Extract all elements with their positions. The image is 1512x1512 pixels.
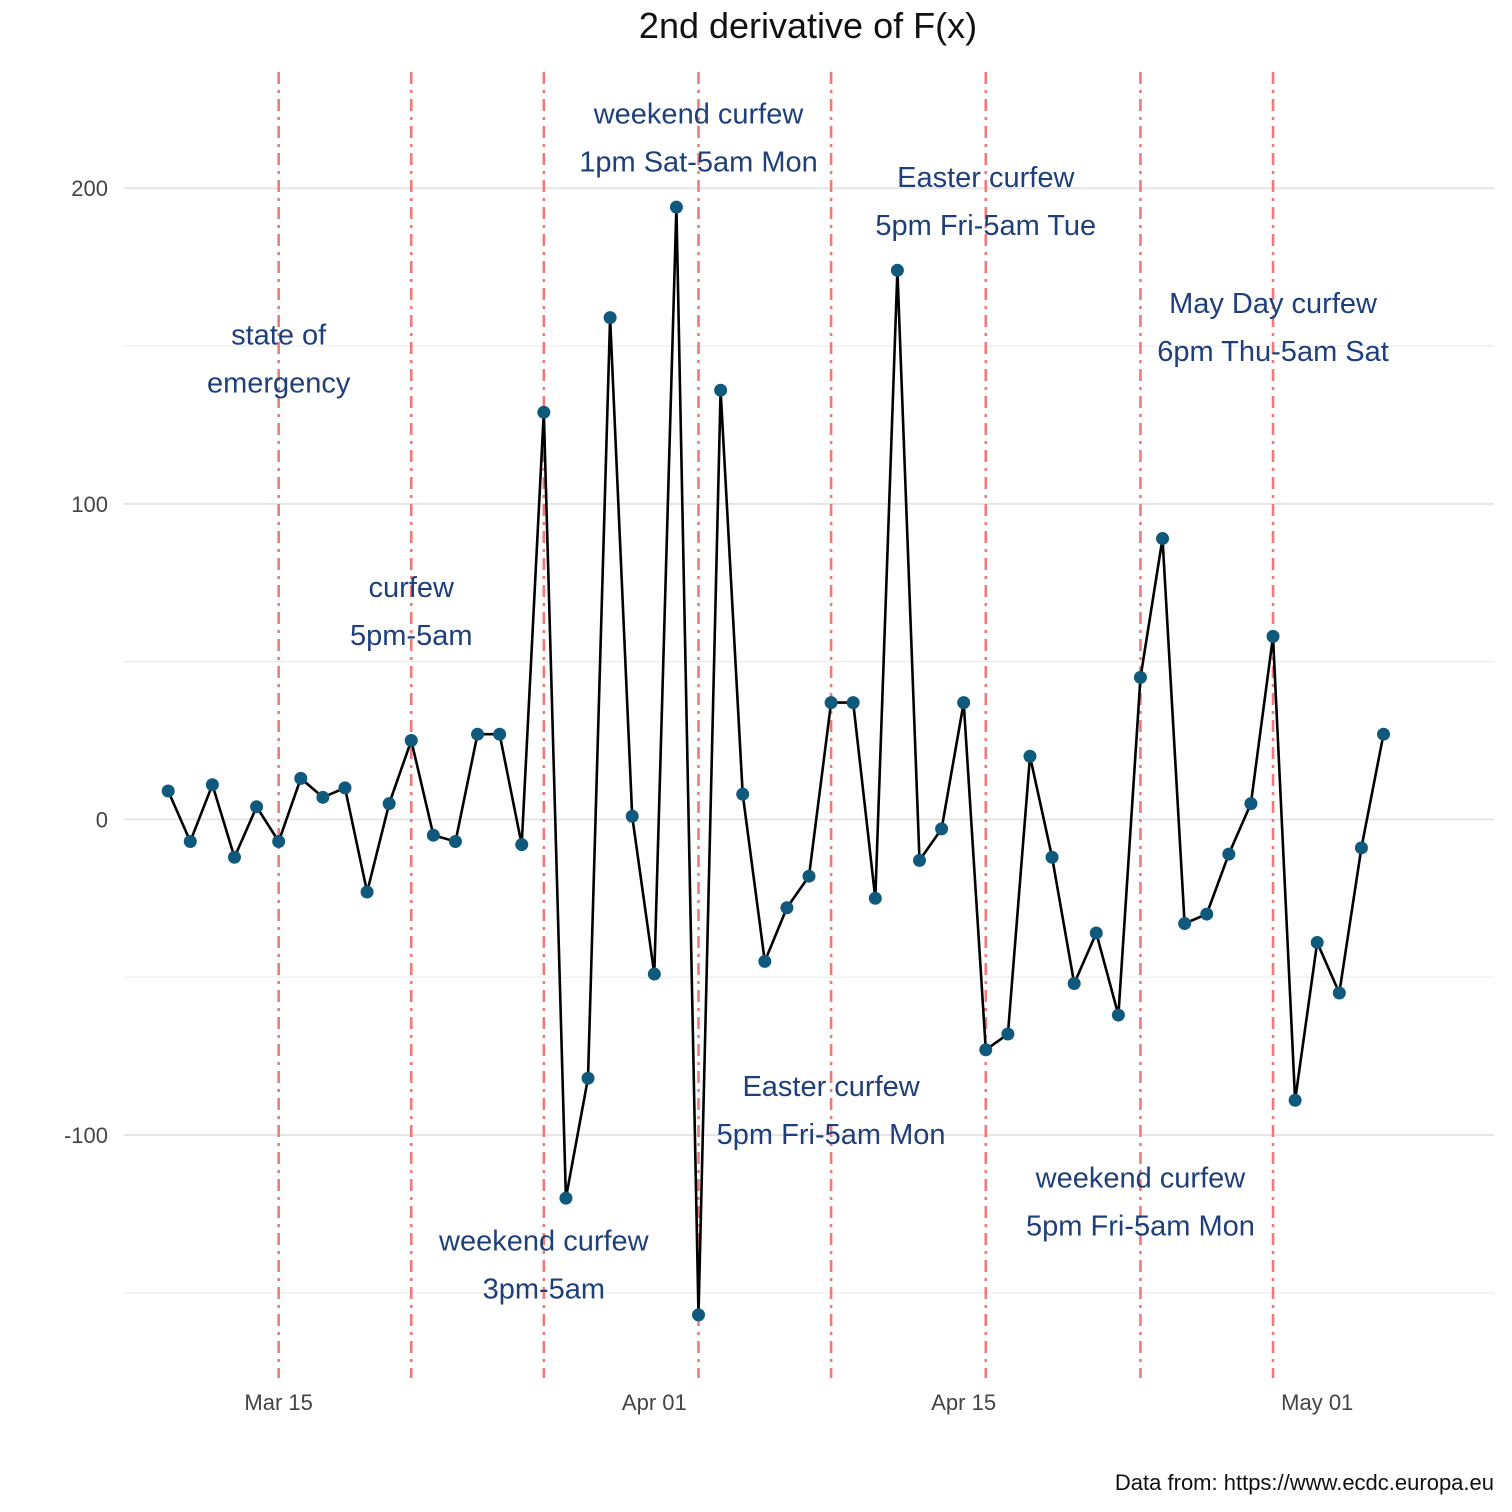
event-annotation-line: May Day curfew — [1169, 288, 1378, 320]
y-tick-label: 0 — [96, 807, 108, 832]
data-point — [250, 800, 264, 814]
data-point — [780, 901, 794, 915]
event-annotation-line: 5pm-5am — [350, 620, 473, 652]
data-point — [1023, 749, 1037, 763]
data-point — [802, 869, 816, 883]
data-point — [912, 853, 926, 867]
event-annotation-line: weekend curfew — [593, 99, 805, 131]
event-annotation: weekend curfew 5pm Fri-5am Mon — [1026, 1162, 1255, 1242]
data-point — [1288, 1093, 1302, 1107]
data-point — [1266, 629, 1280, 643]
data-point — [1178, 917, 1192, 931]
data-point — [979, 1043, 993, 1057]
event-annotation-line: Easter curfew — [742, 1071, 920, 1103]
event-annotation-line: curfew — [369, 572, 455, 604]
y-tick-label: 100 — [71, 492, 108, 517]
data-point — [493, 727, 507, 741]
chart-title: 2nd derivative of F(x) — [639, 5, 977, 46]
data-point — [559, 1191, 573, 1205]
data-point — [1332, 986, 1346, 1000]
data-point — [1001, 1027, 1015, 1041]
y-tick-label: 200 — [71, 176, 108, 201]
chart-caption: Data from: https://www.ecdc.europa.eu — [1115, 1470, 1494, 1495]
data-point — [1156, 532, 1170, 546]
data-point — [669, 200, 683, 214]
axes: -100 0 100 200 Mar 15 Apr 01 Apr 15 May 01 — [64, 176, 1353, 1415]
data-point — [1067, 977, 1081, 991]
data-point — [581, 1071, 595, 1085]
data-point — [205, 778, 219, 792]
data-point — [360, 885, 374, 899]
data-point — [1111, 1008, 1125, 1022]
y-tick-label: -100 — [64, 1123, 108, 1148]
data-point — [1133, 670, 1147, 684]
x-tick-label: Mar 15 — [244, 1390, 312, 1415]
event-annotation: weekend curfew 3pm-5am — [438, 1225, 650, 1305]
data-point — [316, 790, 330, 804]
data-point — [1200, 907, 1214, 921]
event-annotation: Easter curfew 5pm Fri-5am Tue — [875, 162, 1096, 242]
data-point — [294, 771, 308, 785]
data-point — [272, 835, 286, 849]
event-annotation: Easter curfew 5pm Fri-5am Mon — [717, 1071, 946, 1151]
data-point — [382, 797, 396, 811]
event-annotation-line: weekend curfew — [438, 1225, 650, 1257]
data-point — [338, 781, 352, 795]
data-point — [868, 891, 882, 905]
data-point — [824, 696, 838, 710]
data-point — [692, 1308, 706, 1322]
event-annotation: state of emergency — [207, 320, 351, 400]
data-point — [957, 696, 971, 710]
x-tick-label: Apr 01 — [622, 1390, 687, 1415]
event-lines — [277, 72, 1275, 1378]
data-point — [515, 838, 529, 852]
event-annotation-line: weekend curfew — [1035, 1162, 1247, 1194]
data-point — [935, 822, 949, 836]
data-point — [714, 383, 728, 397]
event-annotation-line: 3pm-5am — [483, 1273, 606, 1305]
event-annotation-line: state of — [231, 320, 327, 352]
data-point — [1222, 847, 1236, 861]
data-point — [471, 727, 485, 741]
data-point — [1244, 797, 1258, 811]
event-annotation: curfew 5pm-5am — [350, 572, 473, 652]
event-annotation: May Day curfew 6pm Thu-5am Sat — [1157, 288, 1389, 368]
data-point — [161, 784, 175, 798]
event-annotation-line: 6pm Thu-5am Sat — [1157, 336, 1389, 368]
series-line — [167, 207, 1385, 1315]
event-annotation-line: 1pm Sat-5am Mon — [579, 147, 818, 179]
x-tick-label: Apr 15 — [931, 1390, 996, 1415]
event-annotation-line: 5pm Fri-5am Tue — [875, 210, 1096, 242]
data-point — [625, 809, 639, 823]
data-point — [846, 696, 860, 710]
x-tick-label: May 01 — [1281, 1390, 1353, 1415]
event-annotation-line: 5pm Fri-5am Mon — [1026, 1210, 1255, 1242]
event-annotation: weekend curfew 1pm Sat-5am Mon — [579, 99, 818, 179]
data-point — [1045, 850, 1059, 864]
data-point — [603, 311, 617, 325]
data-point — [1089, 926, 1103, 940]
data-point — [890, 263, 904, 277]
data-point — [758, 954, 772, 968]
data-point — [404, 734, 418, 748]
data-point — [647, 967, 661, 981]
data-point — [537, 405, 551, 419]
data-point — [227, 850, 241, 864]
data-point — [736, 787, 750, 801]
series — [161, 200, 1391, 1322]
data-point — [426, 828, 440, 842]
data-point — [1377, 727, 1391, 741]
data-point — [1354, 841, 1368, 855]
event-annotation-line: emergency — [207, 368, 351, 400]
data-point — [1310, 935, 1324, 949]
event-annotation-line: Easter curfew — [897, 162, 1075, 194]
annotations: state of emergency curfew 5pm-5am weekend cu… — [207, 99, 1389, 1306]
data-point — [448, 835, 462, 849]
event-annotation-line: 5pm Fri-5am Mon — [717, 1119, 946, 1151]
data-point — [183, 835, 197, 849]
